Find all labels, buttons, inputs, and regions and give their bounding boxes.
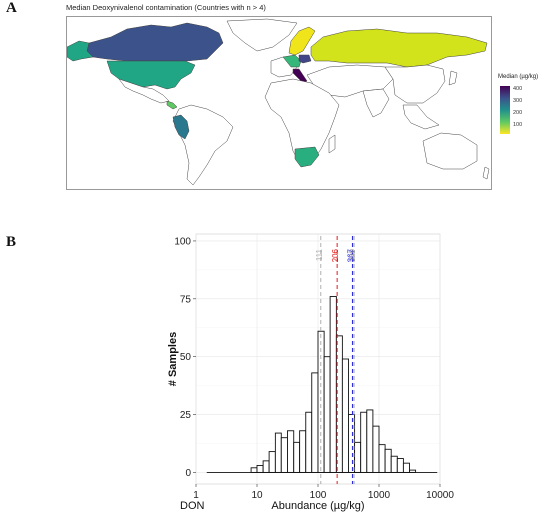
country-poland xyxy=(298,54,312,64)
reference-line-label: 389 xyxy=(348,248,357,262)
histogram-bar xyxy=(390,455,398,473)
histogram-bar xyxy=(329,296,337,473)
histogram-bar xyxy=(360,411,368,473)
y-tick-label: 75 xyxy=(180,294,192,305)
x-tick-label: 1 xyxy=(193,490,199,501)
panel-label-a: A xyxy=(6,0,17,16)
country-alaska xyxy=(67,40,94,62)
country-mexico xyxy=(118,78,170,104)
histogram-bar xyxy=(354,441,362,473)
x-tick-label: 100 xyxy=(310,490,327,501)
histogram-bar xyxy=(323,356,331,473)
histogram-bar xyxy=(287,430,295,473)
y-tick-label: 0 xyxy=(185,468,191,479)
legend-tick-label: 100 xyxy=(513,122,523,128)
legend-tick-label: 400 xyxy=(513,86,523,92)
country-peru xyxy=(172,114,190,140)
y-tick-label: 25 xyxy=(180,410,192,421)
legend-tick-label: 300 xyxy=(513,98,523,104)
x-tick-label: 10000 xyxy=(426,490,454,501)
country-east-asia xyxy=(384,64,446,104)
country-russia xyxy=(310,28,488,68)
histogram-bar xyxy=(396,458,404,473)
legend-colorbar xyxy=(500,86,510,134)
histogram-bar xyxy=(372,425,380,473)
histogram-bar xyxy=(366,409,374,473)
x-tick-label: 10 xyxy=(251,490,263,501)
histogram-bar xyxy=(299,430,307,473)
reference-line-label: 367 xyxy=(346,248,355,262)
country-japan xyxy=(448,70,458,86)
country-central-europe xyxy=(282,54,302,68)
y-tick-label: 100 xyxy=(174,236,191,247)
country-scandinavia xyxy=(288,26,316,56)
country-india xyxy=(362,88,390,118)
legend-title: Median (µg/kg) xyxy=(498,74,539,80)
histogram-bar xyxy=(402,462,410,473)
histogram-bar xyxy=(262,460,270,473)
histogram-bar xyxy=(250,467,258,473)
histogram-bar xyxy=(274,432,282,473)
histogram-bar xyxy=(384,448,392,473)
country-southeast-asia xyxy=(402,104,440,130)
country-madagascar xyxy=(328,134,336,154)
reference-line-label: 111 xyxy=(315,248,324,261)
histogram-bar xyxy=(280,437,288,473)
y-axis-label: # Samples xyxy=(167,332,179,386)
panel-label-b: B xyxy=(6,234,17,250)
x-axis-label: Abundance (µg/kg) xyxy=(271,500,364,512)
map-legend: Median (µg/kg) 400 300 200 100 xyxy=(498,74,550,144)
country-central-america xyxy=(166,100,178,110)
country-canada xyxy=(86,22,224,62)
world-map xyxy=(66,16,492,190)
map-title: Median Deoxynivalenol contamination (Cou… xyxy=(66,3,266,12)
y-tick-label: 50 xyxy=(180,352,192,363)
histogram-bar xyxy=(256,465,264,473)
legend-tick-label: 200 xyxy=(513,110,523,116)
histogram-bar xyxy=(378,444,386,473)
histogram-bar xyxy=(311,372,319,473)
histogram-bar xyxy=(268,451,276,473)
world-map-svg xyxy=(67,17,491,189)
country-greenland xyxy=(226,18,298,52)
histogram-bar xyxy=(409,469,417,473)
histogram-bar xyxy=(341,358,349,473)
histogram-bar xyxy=(317,330,325,473)
corner-label: DON xyxy=(180,500,205,512)
country-new-zealand xyxy=(482,166,490,180)
histogram-bar xyxy=(293,441,301,473)
reference-line-label: 206 xyxy=(331,248,340,262)
x-tick-label: 1000 xyxy=(368,490,391,501)
country-australia xyxy=(422,132,478,170)
histogram-bar xyxy=(305,411,313,473)
country-south-africa xyxy=(294,146,320,168)
